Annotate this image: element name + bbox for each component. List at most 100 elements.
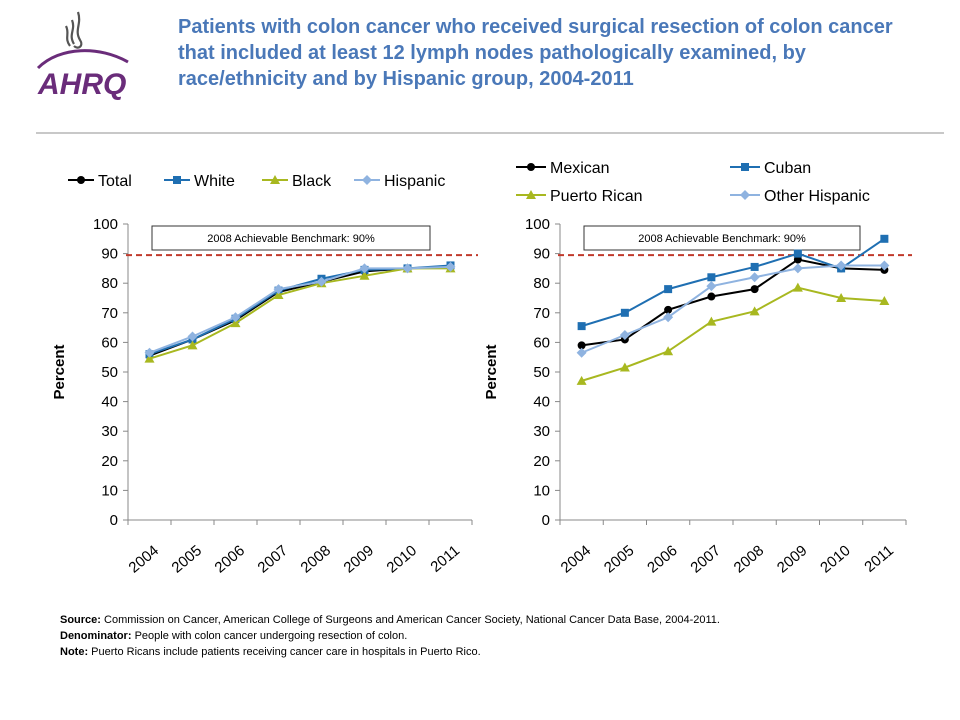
source-label: Source:	[60, 614, 101, 626]
chart1-hispanic-line	[149, 265, 451, 354]
chart2-legend-other-hispanic-label: Other Hispanic	[764, 188, 870, 205]
chart2-other-hispanic-line	[581, 264, 885, 354]
chart-by-hispanic-group: 0 10 20 30 40 50 60 70 80 90 100 2004 2005 2006 2007 20…	[478, 150, 948, 590]
denominator-note: Denominator: People with colon cancer un…	[60, 628, 940, 644]
chart1-y-tick-label: 10	[101, 482, 118, 499]
chart1-x-tick-label: 2007	[255, 542, 291, 576]
chart1-x-tick-label: 2009	[341, 542, 377, 576]
chart2-legend-mexican-marker	[527, 163, 535, 171]
chart2-cuban-point	[880, 234, 889, 243]
chart1-x-tick-label: 2005	[169, 542, 205, 576]
page-title: Patients with colon cancer who received …	[178, 16, 893, 90]
chart2-legend-puerto-rican-marker	[526, 190, 536, 199]
chart2-y-tick-label: 50	[533, 364, 550, 381]
chart2-x-tick-label: 2009	[774, 542, 810, 576]
chart2-cuban-point	[577, 322, 586, 331]
chart1-y-tick-label: 30	[101, 423, 118, 440]
chart1-hispanic-point	[316, 276, 327, 287]
chart2-puerto-rican-point	[706, 316, 717, 326]
chart1-black-point	[230, 318, 241, 328]
chart2-y-axis-label: Percent	[483, 344, 500, 399]
ahrq-logo: AHRQ	[30, 6, 160, 104]
chart1-benchmark-box	[151, 225, 431, 251]
chart1-hispanic-point	[187, 331, 198, 342]
chart2-puerto-rican-point	[619, 362, 630, 372]
chart1-legend-hispanic-label: Hispanic	[384, 173, 445, 190]
chart2-x-tick-label: 2008	[731, 542, 767, 576]
chart2-puerto-rican-point	[792, 282, 803, 292]
chart-by-race: 0 10 20 30 40 50 60 70 80 90 100 2004 2005 2006 2007 20…	[40, 150, 480, 590]
ahrq-logo-text: AHRQ	[37, 68, 126, 101]
note-text: Puerto Ricans include patients receiving…	[91, 646, 481, 658]
source-text: Commission on Cancer, American College o…	[104, 614, 720, 626]
chart2-cuban-point	[664, 285, 673, 294]
chart1-legend-black-marker	[270, 175, 280, 184]
chart1-legend-black-label: Black	[292, 173, 332, 190]
chart2-y-tick-label: 100	[525, 216, 550, 233]
chart2-y-tick-label: 30	[533, 423, 550, 440]
chart2-mexican-point	[577, 341, 586, 350]
chart2-cuban-point	[750, 262, 759, 271]
chart1-x-tick-label: 2011	[427, 542, 463, 576]
chart2-y-tick-label: 90	[533, 246, 550, 263]
chart1-x-tick-label: 2010	[384, 542, 420, 576]
chart1-y-tick-label: 40	[101, 394, 118, 411]
chart2-y-tick-label: 0	[542, 512, 550, 529]
chart2-other-hispanic-point	[879, 260, 890, 271]
chart2-other-hispanic-point	[836, 260, 847, 271]
chart2-cuban-point	[620, 308, 629, 317]
chart1-legend-total-marker	[77, 176, 85, 184]
chart2-other-hispanic-point	[706, 281, 717, 292]
chart1-y-axis-label: Percent	[51, 344, 68, 399]
chart1-legend-white-marker	[173, 176, 181, 184]
header-divider	[36, 132, 944, 134]
chart2-mexican-point	[750, 285, 759, 294]
chart2-x-tick-label: 2005	[601, 542, 637, 576]
chart1-hispanic-point	[273, 284, 284, 295]
chart2-x-tick-label: 2010	[817, 542, 853, 576]
chart1-hispanic-point	[402, 263, 413, 274]
chart2-legend-cuban-label: Cuban	[764, 160, 811, 177]
chart2-cuban-point	[707, 273, 716, 282]
chart1-y-tick-label: 70	[101, 305, 118, 322]
chart2-puerto-rican-line	[581, 286, 885, 382]
chart2-puerto-rican-point	[749, 306, 760, 316]
chart2-other-hispanic-point	[619, 330, 630, 340]
chart2-benchmark-label: 2008 Achievable Benchmark: 90%	[638, 233, 806, 245]
chart1-y-tick-label: 80	[101, 275, 118, 292]
denominator-text: People with colon cancer undergoing rese…	[134, 630, 408, 642]
chart2-y-tick-label: 40	[533, 394, 550, 411]
chart1-black-point	[144, 353, 155, 363]
chart2-legend-cuban-marker	[741, 163, 749, 171]
chart2-mexican-point	[664, 305, 673, 314]
chart1-legend-hispanic-marker	[362, 175, 372, 185]
source-note: Source: Commission on Cancer, American C…	[60, 612, 940, 628]
chart1-black-point	[273, 290, 284, 300]
note-label: Note:	[60, 646, 89, 658]
chart1-y-tick-label: 60	[101, 334, 118, 351]
chart2-benchmark-box	[583, 225, 861, 251]
chart2-y-tick-label: 80	[533, 275, 550, 292]
chart1-x-tick-label: 2008	[298, 542, 334, 576]
chart2-x-tick-label: 2007	[687, 542, 723, 576]
chart1-hispanic-point	[144, 347, 155, 358]
chart2-other-hispanic-point	[576, 347, 587, 358]
chart2-x-tick-label: 2006	[644, 542, 680, 576]
chart2-other-hispanic-point	[749, 272, 760, 283]
chart1-y-tick-label: 0	[110, 512, 118, 529]
chart2-other-hispanic-point	[663, 312, 674, 323]
chart1-y-tick-label: 50	[101, 364, 118, 381]
chart1-y-tick-label: 20	[101, 453, 118, 470]
chart1-hispanic-point	[230, 312, 241, 323]
chart2-y-tick-label: 20	[533, 453, 550, 470]
footnote: Note: Puerto Ricans include patients rec…	[60, 644, 940, 660]
chart2-puerto-rican-point	[836, 293, 847, 302]
chart2-y-tick-label: 60	[533, 334, 550, 351]
chart1-black-point	[187, 340, 198, 350]
chart2-mexican-point	[707, 292, 716, 301]
chart1-hispanic-point	[359, 263, 370, 274]
chart1-hispanic-point	[445, 261, 456, 272]
chart1-black-point	[359, 270, 370, 280]
chart2-cuban-point	[793, 249, 802, 258]
